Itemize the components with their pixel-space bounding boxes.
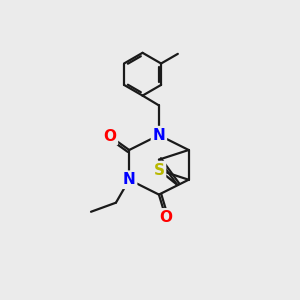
Text: O: O — [159, 210, 172, 225]
Text: O: O — [103, 129, 116, 144]
Text: S: S — [154, 163, 164, 178]
Text: N: N — [152, 128, 165, 142]
Text: N: N — [123, 172, 136, 187]
